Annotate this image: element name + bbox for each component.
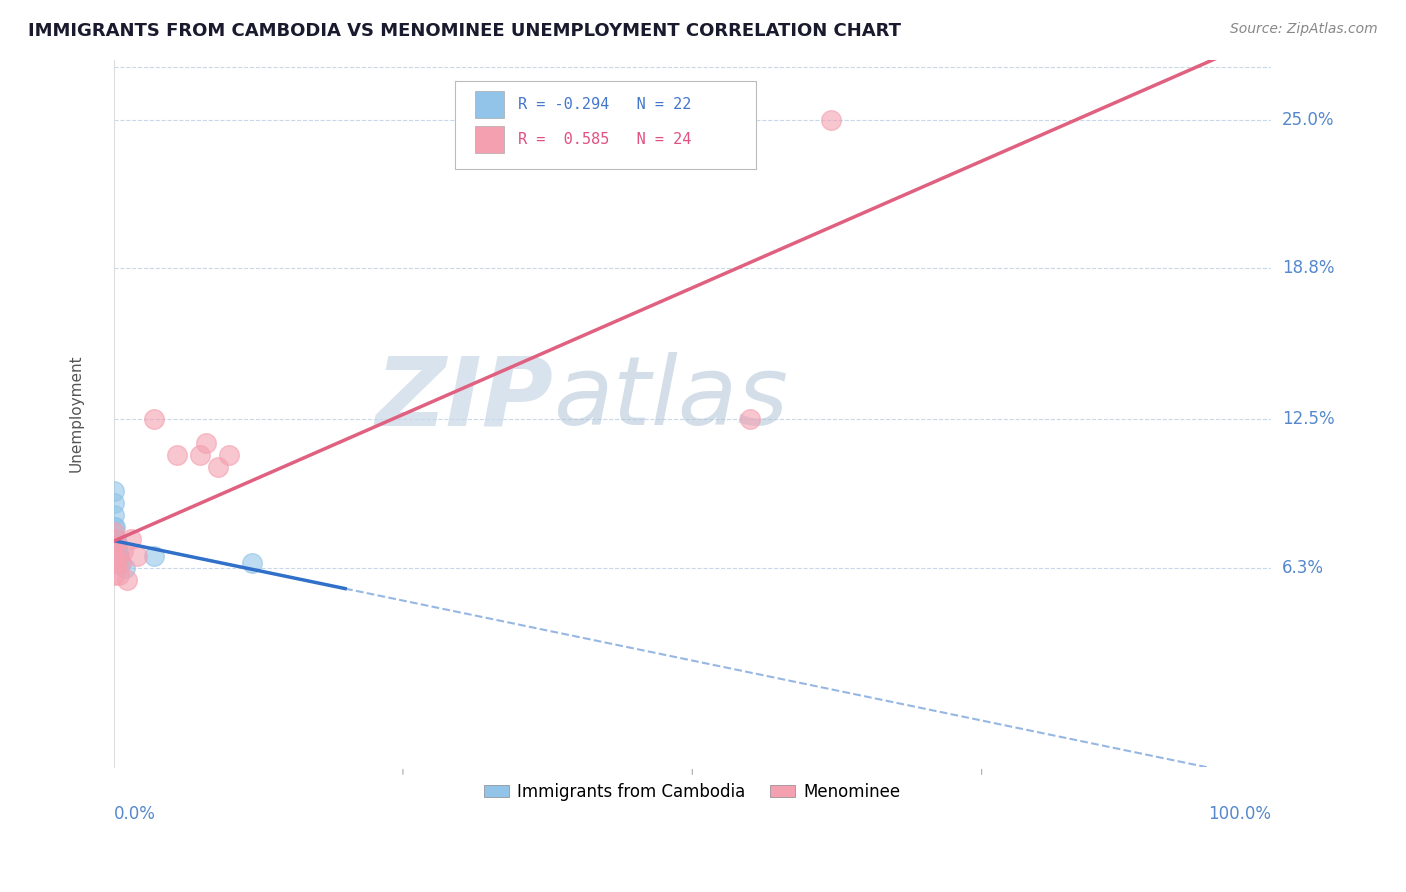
- Point: [820, 112, 842, 127]
- Point: [103, 544, 125, 558]
- Point: [103, 520, 125, 534]
- Text: Source: ZipAtlas.com: Source: ZipAtlas.com: [1230, 22, 1378, 37]
- Bar: [475, 126, 503, 153]
- Point: [125, 549, 148, 563]
- Point: [103, 532, 125, 546]
- Point: [103, 567, 125, 582]
- Point: [107, 544, 129, 558]
- Text: 0.0%: 0.0%: [114, 805, 156, 823]
- Point: [104, 520, 127, 534]
- Point: [104, 532, 127, 546]
- Point: [103, 524, 125, 539]
- Point: [117, 573, 139, 587]
- Text: 100.0%: 100.0%: [1208, 805, 1271, 823]
- Point: [110, 556, 132, 570]
- Point: [120, 532, 142, 546]
- Point: [143, 549, 166, 563]
- Point: [108, 549, 131, 563]
- Point: [105, 549, 128, 563]
- Point: [143, 412, 166, 426]
- Text: Unemployment: Unemployment: [69, 354, 84, 472]
- Point: [103, 539, 125, 553]
- FancyBboxPatch shape: [456, 81, 756, 169]
- Point: [103, 549, 125, 563]
- Point: [103, 496, 125, 510]
- Point: [103, 549, 125, 563]
- Point: [103, 556, 125, 570]
- Point: [104, 549, 127, 563]
- Text: 12.5%: 12.5%: [1282, 410, 1334, 428]
- Legend: Immigrants from Cambodia, Menominee: Immigrants from Cambodia, Menominee: [477, 776, 907, 808]
- Point: [104, 539, 127, 553]
- Point: [218, 448, 240, 462]
- Text: 18.8%: 18.8%: [1282, 259, 1334, 277]
- Point: [103, 508, 125, 522]
- Point: [190, 448, 212, 462]
- Point: [114, 560, 136, 574]
- Point: [105, 537, 128, 551]
- Text: R =  0.585   N = 24: R = 0.585 N = 24: [517, 132, 690, 147]
- Point: [108, 567, 131, 582]
- Text: IMMIGRANTS FROM CAMBODIA VS MENOMINEE UNEMPLOYMENT CORRELATION CHART: IMMIGRANTS FROM CAMBODIA VS MENOMINEE UN…: [28, 22, 901, 40]
- Point: [104, 532, 127, 546]
- Point: [103, 539, 125, 553]
- Point: [207, 460, 229, 475]
- Text: 6.3%: 6.3%: [1282, 558, 1324, 576]
- Bar: [475, 91, 503, 118]
- Point: [105, 556, 128, 570]
- Point: [104, 544, 127, 558]
- Point: [104, 544, 127, 558]
- Point: [103, 532, 125, 546]
- Point: [104, 549, 127, 563]
- Point: [242, 556, 264, 570]
- Text: atlas: atlas: [554, 352, 789, 445]
- Text: 25.0%: 25.0%: [1282, 111, 1334, 128]
- Point: [740, 412, 762, 426]
- Point: [166, 448, 188, 462]
- Point: [103, 483, 125, 498]
- Text: ZIP: ZIP: [375, 352, 554, 445]
- Text: R = -0.294   N = 22: R = -0.294 N = 22: [517, 96, 690, 112]
- Point: [104, 556, 127, 570]
- Point: [111, 544, 134, 558]
- Point: [110, 556, 132, 570]
- Point: [195, 436, 218, 450]
